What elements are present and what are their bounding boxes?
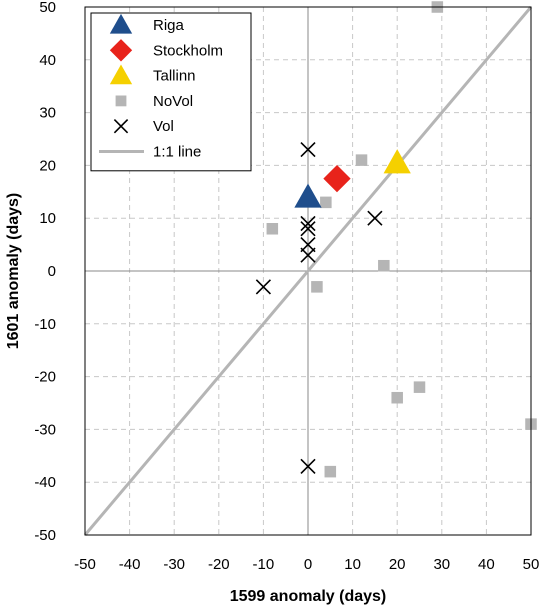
- x-tick-label: 20: [389, 556, 406, 573]
- legend-box: [90, 12, 252, 172]
- legend-item-tallinn: Tallinn: [109, 64, 196, 85]
- novol-point: [355, 154, 368, 166]
- novol-point: [320, 196, 332, 209]
- y-tick-label: -20: [34, 369, 56, 386]
- legend: Riga Stockholm Tallinn NoVol Vol 1:1 line: [90, 12, 252, 172]
- x-tick-label: -30: [163, 556, 185, 573]
- novol-point: [266, 223, 279, 235]
- x-tick-label: -40: [119, 556, 141, 573]
- legend-marker-riga: [109, 13, 133, 34]
- vol-point: [255, 279, 272, 295]
- plot-frame: [84, 6, 532, 536]
- x-tick-label: -10: [253, 556, 275, 573]
- vol-point: [300, 221, 316, 237]
- tick-labels: -50 -40 -30 -20 -10 0 10 20 30 40 50 -50 -40 -30 -20 -1…: [34, 0, 539, 573]
- y-tick-label: -30: [34, 421, 56, 438]
- x-tick-label: 50: [523, 556, 540, 573]
- y-tick-label: 20: [39, 157, 56, 174]
- legend-marker-tallinn: [109, 64, 133, 85]
- x-tick-label: 0: [304, 556, 312, 573]
- legend-item-1-1-line: 1:1 line: [99, 144, 201, 161]
- x-tick-label: 40: [478, 556, 495, 573]
- one-to-one-line: [83, 6, 533, 536]
- x-tick-label: 10: [344, 556, 361, 573]
- novol-point: [413, 381, 426, 393]
- legend-item-riga: Riga: [109, 13, 185, 34]
- grid: [85, 7, 531, 535]
- y-tick-label: -10: [34, 316, 56, 333]
- y-tick-label: 30: [39, 105, 56, 122]
- novol-point: [391, 391, 403, 404]
- series-riga: [294, 183, 322, 208]
- x-axis-title: 1599 anomaly (days): [230, 588, 387, 605]
- legend-item-vol: Vol: [113, 118, 174, 135]
- vol-point: [300, 458, 316, 474]
- series-tallinn: [383, 149, 411, 174]
- novol-point: [311, 281, 323, 293]
- legend-marker-vol: [113, 119, 129, 134]
- legend-marker-stockholm: [109, 39, 133, 62]
- y-tick-label: 0: [48, 263, 56, 280]
- vol-point: [300, 141, 316, 158]
- novol-point: [324, 465, 337, 478]
- y-tick-label: 40: [39, 52, 56, 69]
- legend-item-novol: NoVol: [115, 93, 193, 110]
- series-one-to-one-line: [83, 6, 533, 536]
- tallinn-point: [383, 149, 411, 174]
- series-novol: [266, 1, 537, 478]
- x-tick-label: 30: [433, 556, 450, 573]
- legend-label-stockholm: Stockholm: [153, 42, 223, 59]
- y-axis-title: 1601 anomaly (days): [5, 193, 22, 350]
- vol-point: [300, 236, 316, 253]
- legend-item-stockholm: Stockholm: [109, 39, 223, 62]
- y-tick-label: 50: [39, 0, 56, 16]
- stockholm-point: [323, 164, 351, 193]
- vol-point: [300, 215, 316, 232]
- legend-marker-novol: [115, 95, 127, 107]
- legend-label-tallinn: Tallinn: [153, 68, 196, 85]
- x-tick-label: -20: [208, 556, 230, 573]
- legend-label-vol: Vol: [153, 118, 174, 135]
- x-tick-label: -50: [74, 556, 96, 573]
- legend-label-novol: NoVol: [153, 93, 193, 110]
- series-stockholm: [323, 164, 351, 193]
- vol-point: [300, 247, 316, 263]
- riga-point: [294, 183, 322, 208]
- vol-point: [367, 210, 383, 226]
- y-tick-label: -40: [34, 474, 56, 491]
- legend-label-1-1-line: 1:1 line: [153, 144, 201, 161]
- y-tick-label: 10: [39, 210, 56, 227]
- legend-label-riga: Riga: [153, 17, 185, 34]
- novol-point: [378, 259, 390, 272]
- series-vol: [255, 141, 383, 474]
- y-tick-label: -50: [34, 527, 56, 544]
